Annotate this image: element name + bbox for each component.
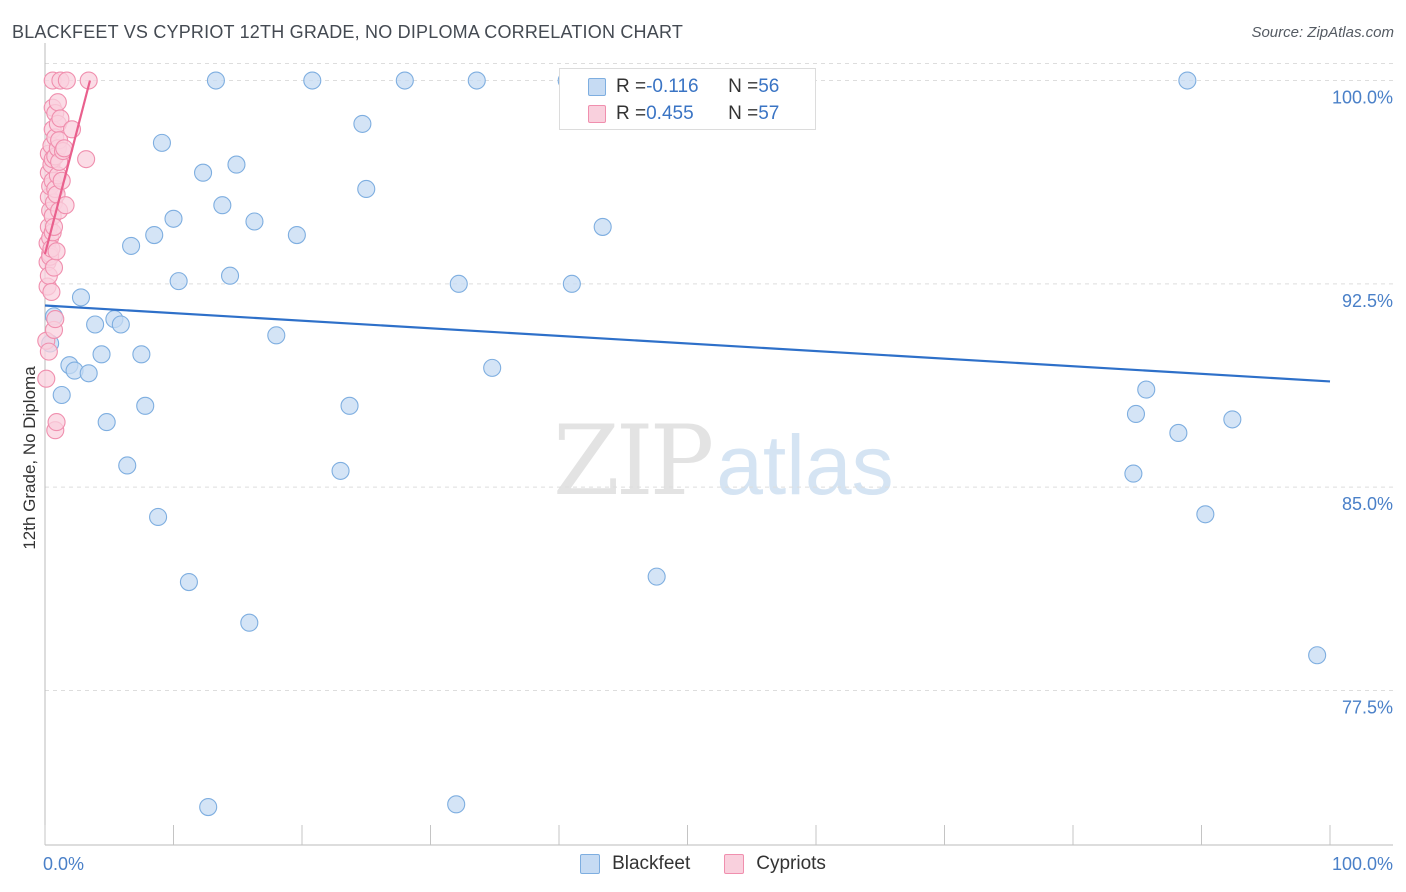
- blackfeet-swatch: [588, 77, 606, 96]
- blackfeet-point-37: [395, 71, 414, 90]
- blackfeet-point-51: [1169, 423, 1188, 442]
- blackfeet-point-12: [118, 456, 137, 475]
- blackfeet-point-24: [206, 71, 225, 90]
- blackfeet-point-20: [169, 272, 188, 291]
- blackfeet-point-11: [111, 315, 130, 334]
- blackfeet-point-55: [1308, 646, 1327, 665]
- blackfeet-legend-swatch: [580, 854, 601, 874]
- cypriots-point-9: [39, 342, 58, 361]
- blackfeet-trend-line: [44, 304, 1331, 383]
- blackfeet-point-33: [331, 461, 350, 480]
- legend-item-blackfeet: Blackfeet: [580, 853, 690, 875]
- blackfeet-point-40: [467, 71, 486, 90]
- blackfeet-point-17: [149, 507, 168, 527]
- blackfeet-point-21: [179, 572, 198, 592]
- blackfeet-point-35: [353, 114, 372, 133]
- blackfeet-point-31: [287, 226, 306, 245]
- r-value: -0.116: [646, 75, 699, 97]
- stats-legend: R = -0.116 N = 56 R = 0.455 N = 57: [559, 68, 816, 130]
- r-value: 0.455: [646, 102, 694, 124]
- blackfeet-point-19: [164, 209, 183, 228]
- legend-item-cypriots: Cypriots: [724, 853, 826, 875]
- y-tick-label-0: 100.0%: [1332, 88, 1393, 108]
- r-label: R =: [616, 75, 647, 97]
- y-tick-label-3: 77.5%: [1342, 697, 1393, 717]
- blackfeet-point-49: [1126, 404, 1146, 424]
- cypriots-point-53: [57, 71, 76, 90]
- legend-label-blackfeet: Blackfeet: [612, 853, 691, 874]
- x-tick-label-1: 100.0%: [1332, 854, 1393, 874]
- blackfeet-point-5: [71, 288, 91, 307]
- n-label: N =: [728, 75, 759, 97]
- cypriots-point-55: [77, 150, 96, 169]
- cypriots-point-35: [46, 310, 65, 329]
- legend-label-cypriots: Cypriots: [756, 853, 826, 874]
- blackfeet-point-23: [199, 797, 218, 817]
- blackfeet-point-41: [483, 358, 502, 377]
- r-label: R =: [616, 102, 647, 124]
- blackfeet-point-16: [145, 226, 164, 245]
- y-tick-label-1: 92.5%: [1342, 291, 1393, 311]
- blackfeet-point-50: [1137, 380, 1156, 399]
- series-legend: Blackfeet Cypriots: [0, 851, 1406, 877]
- source-label: Source: ZipAtlas.com: [1251, 24, 1394, 41]
- blackfeet-point-30: [267, 326, 286, 345]
- n-value: 56: [758, 75, 780, 97]
- blackfeet-point-2: [52, 385, 71, 405]
- blackfeet-point-43: [562, 274, 581, 293]
- blackfeet-point-32: [303, 71, 322, 90]
- blackfeet-point-14: [132, 345, 151, 364]
- cypriots-swatch: [588, 104, 606, 123]
- cypriots-point-28: [44, 258, 64, 277]
- stats-legend-row-blackfeet: R = -0.116 N = 56: [560, 73, 779, 100]
- chart-title: BLACKFEET VS CYPRIOT 12TH GRADE, NO DIPL…: [12, 22, 684, 42]
- blackfeet-point-34: [340, 396, 359, 415]
- stats-legend-row-cypriots: R = 0.455 N = 57: [560, 100, 779, 127]
- cypriots-point-18: [42, 282, 61, 302]
- blackfeet-point-39: [449, 274, 468, 293]
- x-tick-label-0: 0.0%: [43, 854, 84, 874]
- cypriots-point-1: [37, 369, 56, 388]
- blackfeet-point-6: [79, 364, 98, 383]
- blackfeet-point-13: [122, 236, 141, 255]
- cypriots-point-38: [47, 242, 66, 261]
- cypriots-legend-swatch: [724, 854, 745, 874]
- blackfeet-point-48: [1124, 464, 1143, 483]
- blackfeet-point-25: [213, 196, 232, 215]
- n-value: 57: [758, 102, 780, 124]
- blackfeet-point-38: [447, 795, 466, 814]
- blackfeet-point-26: [220, 266, 240, 285]
- blackfeet-point-36: [357, 179, 376, 199]
- blackfeet-point-28: [240, 613, 259, 632]
- blackfeet-point-9: [97, 413, 116, 432]
- blackfeet-point-52: [1178, 71, 1197, 90]
- blackfeet-point-8: [92, 345, 111, 364]
- cypriots-point-43: [48, 93, 67, 112]
- y-tick-label-2: 85.0%: [1342, 494, 1393, 514]
- blackfeet-point-22: [194, 163, 213, 182]
- n-label: N =: [728, 102, 759, 124]
- blackfeet-point-44: [593, 217, 612, 236]
- blackfeet-point-7: [86, 315, 105, 334]
- blackfeet-point-15: [136, 396, 155, 415]
- blackfeet-point-18: [152, 133, 171, 152]
- blackfeet-point-53: [1196, 505, 1215, 524]
- cypriots-point-47: [51, 109, 70, 128]
- cypriots-point-37: [47, 413, 66, 432]
- blackfeet-point-46: [647, 567, 666, 586]
- blackfeet-point-54: [1223, 410, 1242, 429]
- cypriots-trend-line: [43, 80, 92, 255]
- blackfeet-point-29: [245, 212, 264, 231]
- blackfeet-point-27: [227, 155, 246, 174]
